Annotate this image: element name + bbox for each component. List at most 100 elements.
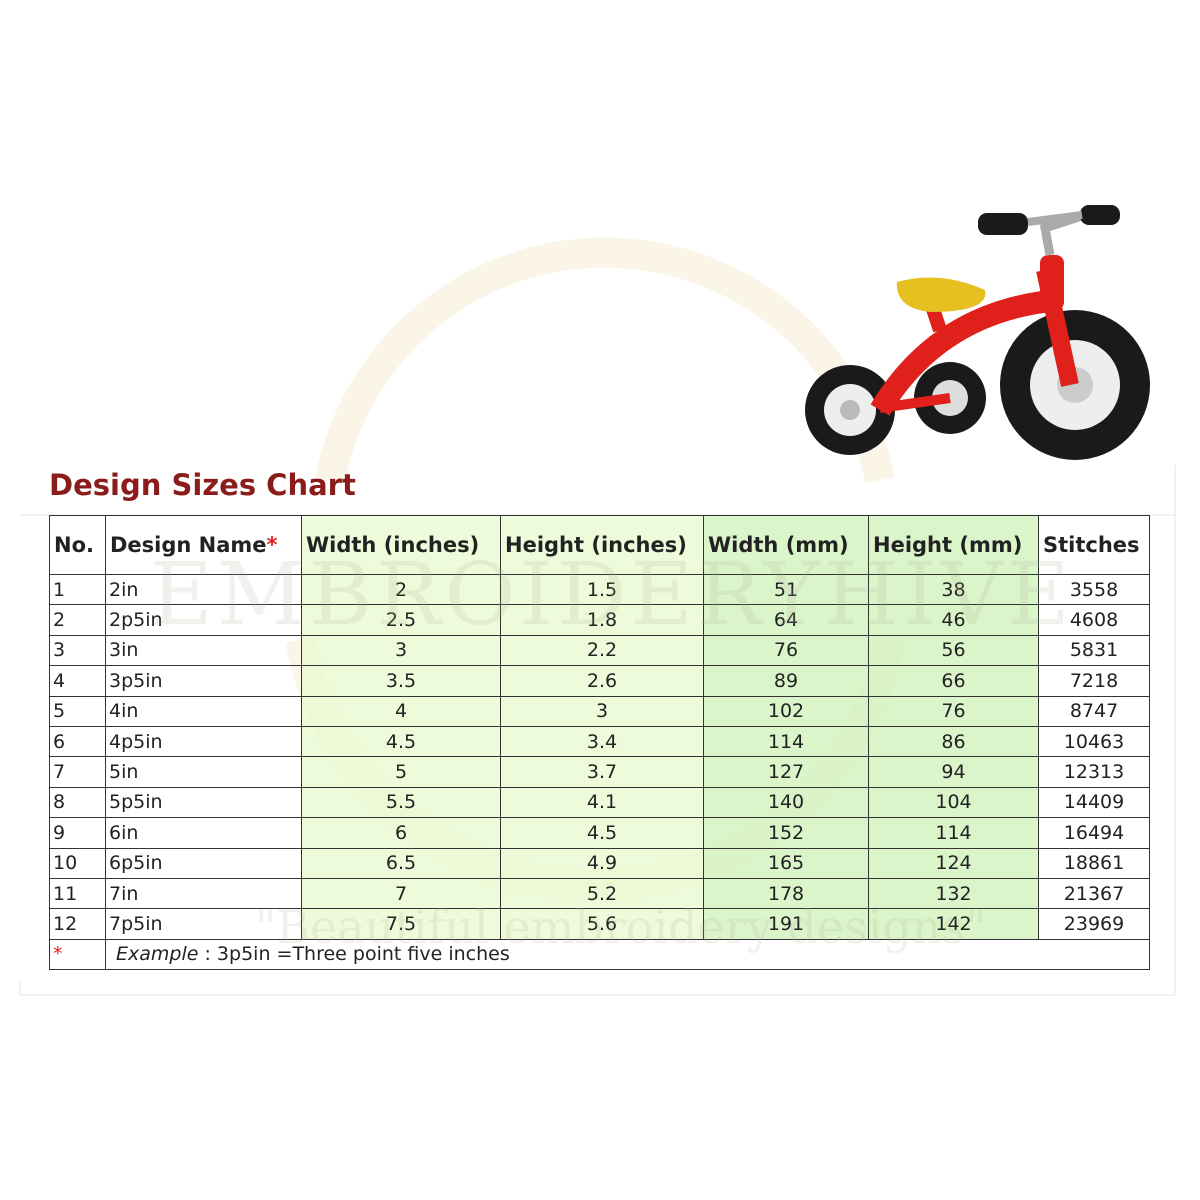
header-text: Height (inches)	[505, 533, 687, 557]
table-cell: 3in	[105, 634, 302, 667]
table-cell: 8	[49, 786, 106, 819]
table-cell: 56	[868, 634, 1039, 667]
table-cell: 140	[703, 786, 869, 819]
table-cell: 3.5	[301, 665, 501, 697]
table-cell: 5.5	[301, 786, 501, 819]
table-cell: 64	[703, 604, 869, 636]
table-cell: 2.2	[500, 634, 704, 667]
table-row: 5 4in 4 3 102 76 8747	[49, 695, 1150, 727]
table-cell: 191	[703, 908, 869, 940]
column-header: Width (inches)	[301, 515, 501, 575]
table-cell: 89	[703, 665, 869, 697]
table-cell: 5p5in	[105, 786, 302, 819]
table-cell: 11	[49, 877, 106, 910]
required-mark: *	[266, 533, 278, 557]
table-row: 6 4p5in 4.5 3.4 114 86 10463	[49, 725, 1150, 758]
footer-note: Example : 3p5in =Three point five inches	[105, 938, 1150, 971]
table-cell: 3p5in	[105, 665, 302, 697]
table-cell: 5in	[105, 756, 302, 788]
tricycle-illustration	[805, 205, 1150, 460]
column-header: Width (mm)	[703, 515, 869, 575]
header-text: No.	[54, 533, 94, 557]
footer-marker: *	[49, 938, 106, 971]
table-row: 10 6p5in 6.5 4.9 165 124 18861	[49, 847, 1150, 879]
table-cell: 142	[868, 908, 1039, 940]
table-cell: 152	[703, 817, 869, 849]
footer-row: * Example : 3p5in =Three point five inche…	[49, 938, 1150, 971]
table-cell: 4.5	[500, 817, 704, 849]
table-cell: 132	[868, 877, 1039, 910]
table-cell: 4p5in	[105, 725, 302, 758]
table-cell: 3	[49, 634, 106, 667]
header-text: Design Name	[110, 533, 267, 557]
table-cell: 86	[868, 725, 1039, 758]
table-cell: 4.1	[500, 786, 704, 819]
table-cell: 5831	[1038, 634, 1150, 667]
table-cell: 4608	[1038, 604, 1150, 636]
table-cell: 8747	[1038, 695, 1150, 727]
table-cell: 14409	[1038, 786, 1150, 819]
table-cell: 6in	[105, 817, 302, 849]
example-label: Example	[116, 943, 199, 966]
header-text: Width (mm)	[708, 533, 849, 557]
table-cell: 7.5	[301, 908, 501, 940]
table-cell: 165	[703, 847, 869, 879]
table-cell: 2.5	[301, 604, 501, 636]
table-cell: 7p5in	[105, 908, 302, 940]
table-cell: 114	[703, 725, 869, 758]
table-cell: 5.6	[500, 908, 704, 940]
table-cell: 7	[301, 877, 501, 910]
table-cell: 94	[868, 756, 1039, 788]
table-cell: 38	[868, 573, 1039, 606]
table-cell: 6	[301, 817, 501, 849]
table-row: 8 5p5in 5.5 4.1 140 104 14409	[49, 786, 1150, 819]
table-cell: 9	[49, 817, 106, 849]
table-cell: 5	[301, 756, 501, 788]
table-cell: 102	[703, 695, 869, 727]
table-row: 1 2in 2 1.5 51 38 3558	[49, 573, 1150, 606]
table-row: 11 7in 7 5.2 178 132 21367	[49, 877, 1150, 910]
table-row: 4 3p5in 3.5 2.6 89 66 7218	[49, 665, 1150, 697]
table-cell: 6p5in	[105, 847, 302, 879]
header-text: Stitches	[1043, 533, 1140, 557]
table-cell: 76	[868, 695, 1039, 727]
header-text: Width (inches)	[306, 533, 480, 557]
table-cell: 10	[49, 847, 106, 879]
table-cell: 104	[868, 786, 1039, 819]
table-row: 3 3in 3 2.2 76 56 5831	[49, 634, 1150, 667]
table-cell: 3.7	[500, 756, 704, 788]
table-cell: 76	[703, 634, 869, 667]
table-cell: 4	[301, 695, 501, 727]
table-cell: 4	[49, 665, 106, 697]
table-cell: 114	[868, 817, 1039, 849]
table-row: 12 7p5in 7.5 5.6 191 142 23969	[49, 908, 1150, 940]
table-cell: 16494	[1038, 817, 1150, 849]
column-header: Stitches	[1038, 515, 1150, 575]
table-cell: 4in	[105, 695, 302, 727]
chart-title: Design Sizes Chart	[49, 468, 356, 502]
table-cell: 2	[301, 573, 501, 606]
table-cell: 18861	[1038, 847, 1150, 879]
table-cell: 124	[868, 847, 1039, 879]
table-cell: 2	[49, 604, 106, 636]
table-cell: 66	[868, 665, 1039, 697]
table-cell: 6.5	[301, 847, 501, 879]
table-cell: 7	[49, 756, 106, 788]
table-cell: 3558	[1038, 573, 1150, 606]
table-cell: 178	[703, 877, 869, 910]
table-cell: 4.5	[301, 725, 501, 758]
table-cell: 7218	[1038, 665, 1150, 697]
table-row: 7 5in 5 3.7 127 94 12313	[49, 756, 1150, 788]
example-text: : 3p5in =Three point five inches	[204, 943, 510, 966]
table-cell: 12	[49, 908, 106, 940]
table-cell: 5	[49, 695, 106, 727]
table-row: 2 2p5in 2.5 1.8 64 46 4608	[49, 604, 1150, 636]
table-row: 9 6in 6 4.5 152 114 16494	[49, 817, 1150, 849]
column-header: Design Name*	[105, 515, 302, 575]
table-cell: 3	[500, 695, 704, 727]
column-header: Height (inches)	[500, 515, 704, 575]
sizes-table: No. Design Name* Width (inches) Height (inc…	[49, 515, 1150, 971]
table-cell: 3	[301, 634, 501, 667]
table-cell: 23969	[1038, 908, 1150, 940]
